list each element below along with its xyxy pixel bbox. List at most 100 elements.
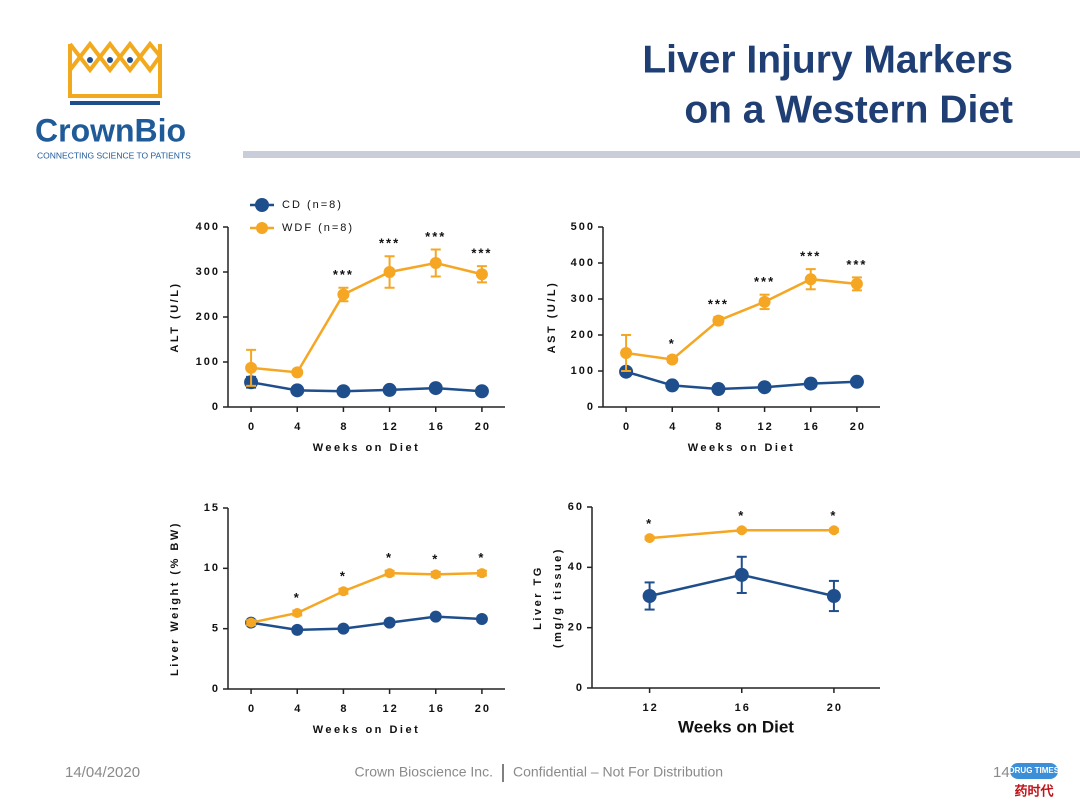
data-point xyxy=(382,382,397,397)
y-tick-label: 300 xyxy=(196,266,220,278)
series-line xyxy=(250,261,483,374)
x-tick-label: 0 xyxy=(248,421,256,433)
series-line xyxy=(250,381,483,393)
y-tick-label: 200 xyxy=(571,329,595,341)
data-point xyxy=(290,383,305,398)
significance-label: *** xyxy=(425,229,446,244)
legend-label: CD (n=8) xyxy=(282,199,343,211)
series-line xyxy=(625,370,857,391)
data-point xyxy=(430,569,441,580)
legend-marker xyxy=(255,198,269,212)
data-point xyxy=(428,381,443,396)
significance-label: * xyxy=(432,551,439,566)
x-tick-label: 16 xyxy=(735,702,751,714)
y-tick-label: 100 xyxy=(571,365,595,377)
data-point xyxy=(736,525,747,536)
y-tick-label: 0 xyxy=(576,682,584,694)
significance-label: *** xyxy=(754,274,775,289)
y-tick-label: 60 xyxy=(568,501,584,513)
data-point xyxy=(850,277,863,290)
data-point xyxy=(429,257,442,269)
data-point xyxy=(475,268,488,281)
data-point xyxy=(475,613,488,626)
logo-name: CrownBio xyxy=(35,112,186,148)
data-point xyxy=(757,380,772,395)
significance-label: *** xyxy=(708,296,729,311)
slide-title: on a Western Diet xyxy=(684,88,1013,131)
logo-dots xyxy=(87,57,133,63)
data-point xyxy=(665,378,680,393)
significance-label: *** xyxy=(800,249,821,264)
watermark-badge xyxy=(1010,763,1058,779)
x-tick-label: 4 xyxy=(669,421,677,433)
x-tick-label: 20 xyxy=(827,702,843,714)
x-tick-label: 8 xyxy=(340,421,348,433)
y-axis-label: (mg/g tissue) xyxy=(552,547,564,648)
data-point xyxy=(826,588,841,603)
y-tick-label: 0 xyxy=(212,401,220,413)
y-tick-label: 0 xyxy=(587,401,595,413)
title-rule xyxy=(243,151,1080,158)
footer-notice: Confidential – Not For Distribution xyxy=(513,764,723,780)
y-tick-label: 400 xyxy=(571,257,595,269)
y-tick-label: 0 xyxy=(212,683,220,695)
data-point xyxy=(758,295,771,308)
x-tick-label: 4 xyxy=(294,421,302,433)
data-point xyxy=(337,288,350,301)
data-point xyxy=(849,374,864,389)
x-tick-label: 20 xyxy=(475,421,491,433)
data-point xyxy=(620,347,633,359)
x-tick-label: 20 xyxy=(475,703,491,715)
y-axis-label: ALT (U/L) xyxy=(169,281,181,352)
logo-mark xyxy=(68,40,162,105)
x-tick-label: 12 xyxy=(382,421,398,433)
x-axis-label: Weeks on Diet xyxy=(678,717,794,736)
data-point xyxy=(291,623,304,636)
series-line xyxy=(250,571,482,624)
data-point xyxy=(384,568,395,579)
significance-label: *** xyxy=(379,236,400,251)
y-tick-label: 20 xyxy=(568,622,584,634)
x-tick-label: 8 xyxy=(340,703,348,715)
data-point xyxy=(291,366,304,379)
data-point xyxy=(711,382,726,396)
series-line xyxy=(250,615,482,632)
data-point xyxy=(828,525,839,536)
x-axis-label: Weeks on Diet xyxy=(313,724,421,736)
significance-label: *** xyxy=(471,246,492,261)
y-axis-label: Liver TG xyxy=(532,565,544,630)
data-point xyxy=(383,616,396,629)
x-tick-label: 20 xyxy=(850,421,866,433)
data-point xyxy=(336,384,351,399)
legend-marker xyxy=(256,222,268,234)
y-tick-label: 40 xyxy=(568,561,584,573)
data-point xyxy=(803,376,818,391)
x-tick-label: 0 xyxy=(248,703,256,715)
x-tick-label: 16 xyxy=(429,421,445,433)
y-tick-label: 400 xyxy=(196,221,220,233)
data-point xyxy=(474,384,489,399)
significance-label: * xyxy=(646,516,653,531)
x-tick-label: 12 xyxy=(382,703,398,715)
data-point xyxy=(383,266,396,278)
significance-label: * xyxy=(738,508,745,523)
data-point xyxy=(642,588,657,603)
x-tick-label: 16 xyxy=(429,703,445,715)
data-point xyxy=(337,622,350,635)
significance-label: * xyxy=(294,590,301,605)
significance-label: * xyxy=(386,550,393,565)
x-tick-label: 8 xyxy=(715,421,723,433)
x-axis-label: Weeks on Diet xyxy=(688,442,796,454)
data-point xyxy=(666,353,679,366)
data-point xyxy=(804,273,817,286)
data-point xyxy=(245,361,258,374)
y-tick-label: 200 xyxy=(196,311,220,323)
y-tick-label: 300 xyxy=(571,293,595,305)
y-axis-label: Liver Weight (% BW) xyxy=(169,521,181,676)
significance-label: * xyxy=(830,508,837,523)
data-point xyxy=(246,617,257,628)
x-tick-label: 12 xyxy=(757,421,773,433)
slide-title: Liver Injury Markers xyxy=(642,38,1013,81)
